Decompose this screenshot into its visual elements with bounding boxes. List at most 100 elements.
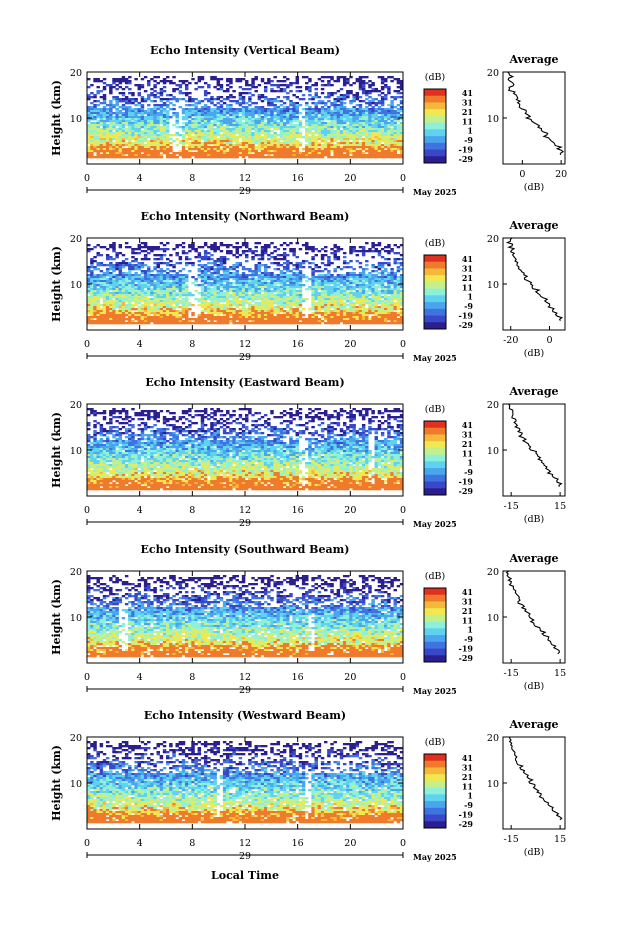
heatmap-cell	[305, 140, 308, 142]
heatmap-cell	[324, 136, 327, 138]
heatmap-cell	[352, 98, 355, 100]
heatmap-cell	[387, 150, 390, 152]
heatmap-cell	[125, 322, 128, 324]
heatmap-cell	[172, 266, 175, 268]
heatmap-cell	[289, 314, 292, 316]
heatmap-cell	[324, 96, 327, 98]
heatmap-cell	[359, 124, 362, 126]
heatmap-cell	[96, 116, 99, 118]
heatmap-cell	[153, 114, 156, 116]
heatmap-cell	[217, 120, 220, 122]
heatmap-cell	[315, 122, 318, 124]
heatmap-cell	[232, 274, 235, 276]
heatmap-cell	[90, 294, 93, 296]
heatmap-cell	[175, 152, 178, 154]
heatmap-cell	[122, 296, 125, 298]
heatmap-cell	[308, 88, 311, 90]
heatmap-cell	[166, 312, 169, 314]
heatmap-cell	[349, 148, 352, 150]
heatmap-cell	[264, 316, 267, 318]
heatmap-cell	[204, 278, 207, 280]
heatmap-cell	[166, 264, 169, 266]
heatmap-cell	[166, 300, 169, 302]
heatmap-cell	[128, 130, 131, 132]
heatmap-cell	[109, 246, 112, 248]
heatmap-cell	[321, 100, 324, 102]
heatmap-cell	[277, 304, 280, 306]
heatmap-cell	[100, 128, 103, 130]
heatmap-cell	[292, 120, 295, 122]
heatmap-cell	[248, 136, 251, 138]
heatmap-cell	[368, 100, 371, 102]
heatmap-cell	[112, 306, 115, 308]
heatmap-cell	[390, 110, 393, 112]
heatmap-cell	[305, 150, 308, 152]
heatmap-cell	[371, 146, 374, 148]
heatmap-cell	[254, 150, 257, 152]
heatmap-cell	[378, 90, 381, 92]
heatmap-cell	[315, 104, 318, 106]
heatmap-cell	[236, 304, 239, 306]
heatmap-cell	[381, 138, 384, 140]
heatmap-cell	[248, 310, 251, 312]
heatmap-cell	[201, 86, 204, 88]
heatmap-cell	[359, 106, 362, 108]
heatmap-cell	[368, 152, 371, 154]
heatmap-cell	[346, 150, 349, 152]
heatmap-cell	[273, 316, 276, 318]
heatmap-cell	[254, 140, 257, 142]
heatmap-cell	[134, 104, 137, 106]
heatmap-cell	[236, 294, 239, 296]
heatmap-cell	[100, 132, 103, 134]
heatmap-cell	[371, 120, 374, 122]
heatmap-cell	[153, 136, 156, 138]
heatmap-cell	[163, 144, 166, 146]
heatmap-cell	[106, 114, 109, 116]
heatmap-cell	[103, 118, 106, 120]
heatmap-cell	[229, 104, 232, 106]
heatmap-cell	[166, 122, 169, 124]
heatmap-cell	[185, 124, 188, 126]
heatmap-cell	[277, 80, 280, 82]
heatmap-cell	[258, 106, 261, 108]
heatmap-cell	[201, 110, 204, 112]
heatmap-cell	[172, 292, 175, 294]
heatmap-cell	[157, 112, 160, 114]
heatmap-cell	[87, 278, 90, 280]
heatmap-cell	[308, 120, 311, 122]
heatmap-cell	[93, 146, 96, 148]
heatmap-cell	[182, 284, 185, 286]
heatmap-cell	[258, 298, 261, 300]
heatmap-cell	[296, 292, 299, 294]
heatmap-cell	[220, 256, 223, 258]
heatmap-cell	[109, 126, 112, 128]
heatmap-cell	[204, 122, 207, 124]
heatmap-cell	[251, 142, 254, 144]
heatmap-cell	[96, 310, 99, 312]
heatmap-cell	[112, 86, 115, 88]
heatmap-cell	[333, 136, 336, 138]
heatmap-cell	[191, 130, 194, 132]
heatmap-cell	[138, 244, 141, 246]
heatmap-cell	[103, 128, 106, 130]
heatmap-cell	[239, 98, 242, 100]
heatmap-cell	[292, 316, 295, 318]
heatmap-cell	[122, 302, 125, 304]
heatmap-cell	[333, 134, 336, 136]
heatmap-cell	[141, 140, 144, 142]
heatmap-cell	[198, 268, 201, 270]
heatmap-cell	[242, 98, 245, 100]
heatmap-cell	[160, 88, 163, 90]
heatmap-cell	[283, 298, 286, 300]
heatmap-cell	[138, 154, 141, 156]
heatmap-cell	[112, 320, 115, 322]
heatmap-cell	[267, 302, 270, 304]
heatmap-cell	[289, 248, 292, 250]
heatmap-cell	[134, 266, 137, 268]
heatmap-cell	[324, 132, 327, 134]
heatmap-cell	[384, 86, 387, 88]
heatmap-cell	[147, 108, 150, 110]
heatmap-cell	[264, 122, 267, 124]
heatmap-cell	[106, 288, 109, 290]
heatmap-cell	[213, 248, 216, 250]
